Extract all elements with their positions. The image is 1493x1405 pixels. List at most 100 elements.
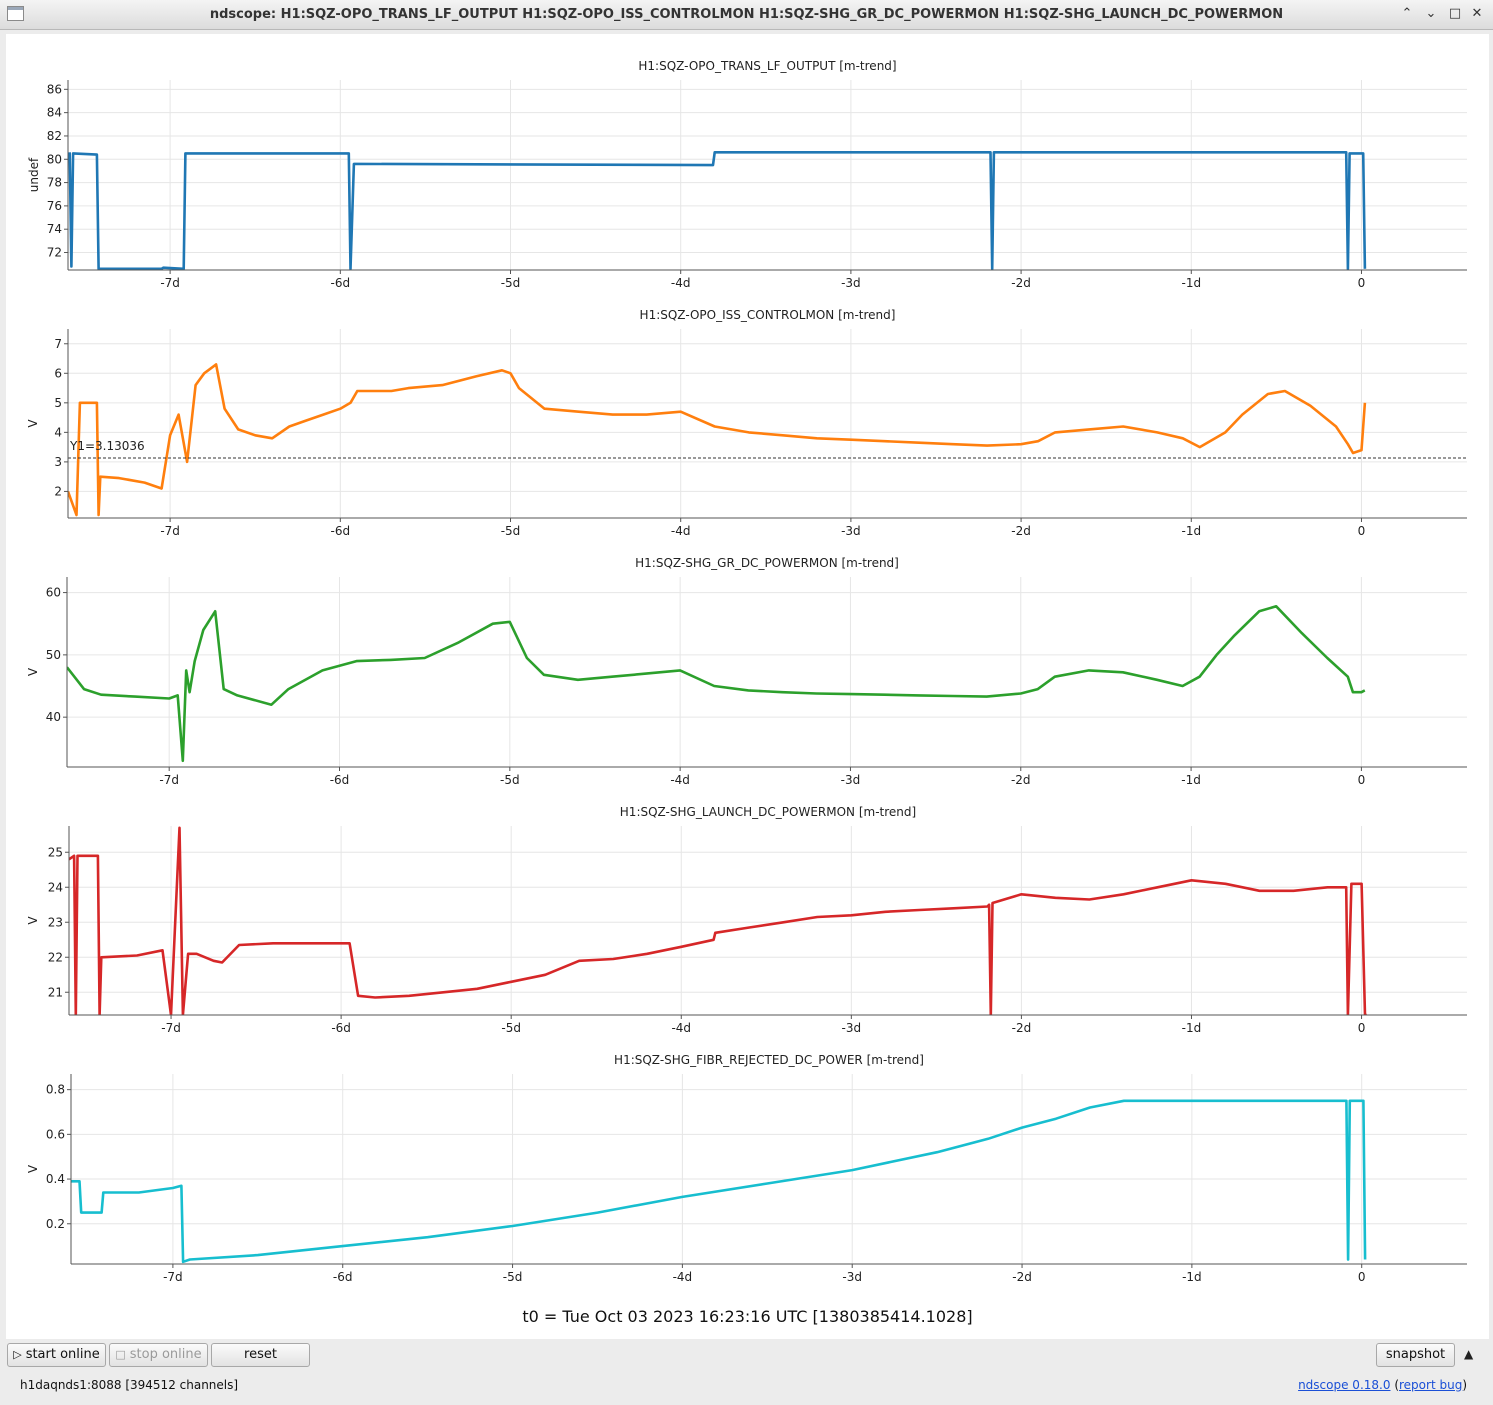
plot-title: H1:SQZ-OPO_TRANS_LF_OUTPUT [m-trend]	[638, 59, 896, 73]
series-line	[68, 151, 1367, 270]
y-axis-label: V	[26, 419, 40, 428]
plots-canvas[interactable]: H1:SQZ-OPO_TRANS_LF_OUTPUT [m-trend]7274…	[6, 34, 1489, 1304]
t0-label: t0 = Tue Oct 03 2023 16:23:16 UTC [13803…	[522, 1307, 973, 1326]
x-tick-label: -4d	[671, 1021, 691, 1035]
x-tick-label: -2d	[1012, 1270, 1032, 1284]
report-suffix: )	[1462, 1378, 1467, 1392]
x-tick-label: -7d	[161, 1021, 181, 1035]
x-tick-label: -1d	[1182, 1270, 1202, 1284]
y-tick-label: 76	[47, 199, 62, 213]
stop-online-button[interactable]: □ stop online	[109, 1343, 208, 1367]
x-tick-label: -5d	[503, 1270, 523, 1284]
y-tick-label: 6	[54, 366, 62, 380]
y-tick-label: 84	[47, 106, 62, 120]
y-tick-label: 80	[47, 152, 62, 166]
x-tick-label: -1d	[1181, 524, 1201, 538]
y-axis-label: undef	[27, 157, 41, 192]
y-axis-label: V	[26, 1164, 40, 1173]
y-tick-label: 7	[54, 337, 62, 351]
report-bug-link[interactable]: report bug	[1399, 1378, 1463, 1392]
y-tick-label: 23	[48, 915, 63, 929]
x-tick-label: -7d	[160, 276, 180, 290]
stop-online-label: stop online	[129, 1347, 202, 1362]
report-prefix: (	[1394, 1378, 1399, 1392]
version-link[interactable]: ndscope 0.18.0	[1298, 1378, 1391, 1392]
window-titlebar: ndscope: H1:SQZ-OPO_TRANS_LF_OUTPUT H1:S…	[0, 0, 1493, 30]
x-tick-label: -5d	[501, 1021, 521, 1035]
plot-3: H1:SQZ-SHG_GR_DC_POWERMON [m-trend] 40 50 6…	[26, 556, 1467, 787]
x-tick-label: -7d	[163, 1270, 183, 1284]
x-tick-label: -6d	[331, 524, 351, 538]
x-tick-label: -1d	[1182, 1021, 1202, 1035]
series-line	[71, 1099, 1367, 1264]
x-tick-label: -6d	[333, 1270, 353, 1284]
x-tick-label: -7d	[159, 773, 179, 787]
plot-area: H1:SQZ-OPO_TRANS_LF_OUTPUT [m-trend] 72 74…	[6, 34, 1489, 1339]
window-shade-up-button[interactable]: ⌃	[1401, 6, 1413, 21]
start-online-button[interactable]: ▷ start online	[7, 1343, 106, 1367]
snapshot-button[interactable]: snapshot	[1376, 1343, 1455, 1367]
x-tick-label: -1d	[1181, 276, 1201, 290]
x-tick-label: -2d	[1011, 773, 1031, 787]
stop-icon: □	[115, 1348, 126, 1361]
y-tick-label: 78	[47, 176, 62, 190]
y-tick-label: 86	[47, 82, 62, 96]
x-tick-label: -3d	[842, 1270, 862, 1284]
plot-title: H1:SQZ-SHG_GR_DC_POWERMON [m-trend]	[635, 556, 899, 570]
y-tick-label: 24	[48, 880, 63, 894]
plot-4: H1:SQZ-SHG_LAUNCH_DC_POWERMON [m-trend] 2…	[26, 805, 1467, 1035]
x-tick-label: -5d	[500, 773, 520, 787]
x-tick-label: -4d	[671, 276, 691, 290]
x-tick-label: -6d	[331, 276, 351, 290]
y-tick-label: 0.6	[46, 1127, 65, 1141]
y-tick-label: 40	[46, 710, 61, 724]
series-line	[68, 363, 1367, 517]
x-tick-label: 0	[1358, 524, 1366, 538]
play-icon: ▷	[13, 1348, 22, 1361]
app-window-icon[interactable]	[7, 6, 24, 21]
window-title: ndscope: H1:SQZ-OPO_TRANS_LF_OUTPUT H1:S…	[209, 7, 1284, 22]
x-tick-label: -4d	[671, 524, 691, 538]
y-tick-label: 22	[48, 950, 63, 964]
x-tick-label: -3d	[841, 524, 861, 538]
y-tick-label: 25	[48, 845, 63, 859]
y-cursor-label: Y1=3.13036	[69, 439, 145, 453]
x-tick-label: 0	[1358, 276, 1366, 290]
y-tick-label: 4	[54, 425, 62, 439]
y-tick-label: 21	[48, 985, 63, 999]
y-tick-label: 0.4	[46, 1172, 65, 1186]
x-tick-label: -1d	[1181, 773, 1201, 787]
plot-2: H1:SQZ-OPO_ISS_CONTROLMON [m-trend] Y1=3.…	[26, 308, 1467, 538]
y-tick-label: 0.8	[46, 1083, 65, 1097]
window-minimize-button[interactable]: ⌄	[1425, 6, 1437, 21]
y-tick-label: 3	[54, 455, 62, 469]
x-tick-label: -4d	[670, 773, 690, 787]
series-line	[67, 605, 1366, 763]
plot-title: H1:SQZ-SHG_LAUNCH_DC_POWERMON [m-trend]	[620, 805, 916, 819]
server-status: h1daqnds1:8088 [394512 channels]	[20, 1378, 239, 1392]
plot-title: H1:SQZ-OPO_ISS_CONTROLMON [m-trend]	[640, 308, 896, 322]
x-tick-label: -6d	[330, 773, 350, 787]
version-status: ndscope 0.18.0 (report bug)	[1298, 1378, 1467, 1392]
y-tick-label: 72	[47, 246, 62, 260]
reset-button[interactable]: reset	[211, 1343, 310, 1367]
window-close-button[interactable]: ✕	[1471, 6, 1483, 21]
x-tick-label: 0	[1358, 773, 1366, 787]
x-tick-label: -4d	[673, 1270, 693, 1284]
plot-1: H1:SQZ-OPO_TRANS_LF_OUTPUT [m-trend] 72 74…	[27, 59, 1467, 290]
window-maximize-button[interactable]: □	[1448, 6, 1462, 21]
x-tick-label: -3d	[841, 773, 861, 787]
x-tick-label: -6d	[331, 1021, 351, 1035]
x-tick-label: -2d	[1012, 1021, 1032, 1035]
x-tick-label: -3d	[842, 1021, 862, 1035]
y-tick-label: 60	[46, 586, 61, 600]
collapse-panel-icon[interactable]: ▲	[1464, 1347, 1474, 1361]
y-tick-label: 74	[47, 222, 62, 236]
y-axis-label: V	[26, 667, 40, 676]
y-tick-label: 5	[54, 396, 62, 410]
x-tick-label: -3d	[841, 276, 861, 290]
y-tick-label: 50	[46, 648, 61, 662]
plot-5: H1:SQZ-SHG_FIBR_REJECTED_DC_POWER [m-tre…	[26, 1053, 1467, 1284]
x-tick-label: 0	[1358, 1270, 1366, 1284]
x-tick-label: -7d	[160, 524, 180, 538]
